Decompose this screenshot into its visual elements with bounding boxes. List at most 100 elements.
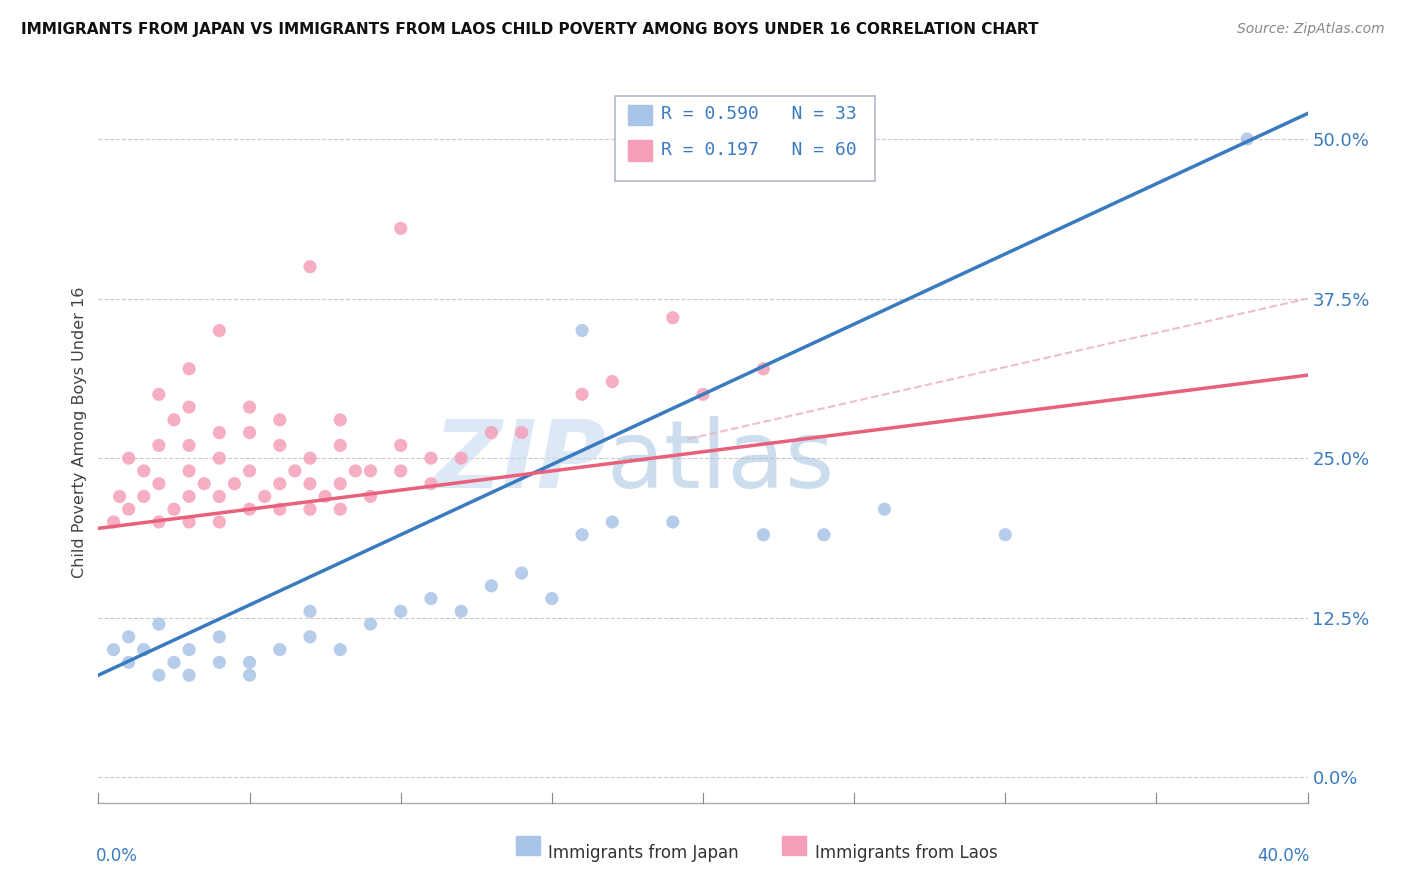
Point	[148, 515, 170, 529]
Point	[132, 642, 155, 657]
Text: Immigrants from Laos: Immigrants from Laos	[815, 844, 998, 863]
Point	[389, 221, 412, 235]
Point	[360, 490, 382, 504]
Text: R = 0.590   N = 33: R = 0.590 N = 33	[661, 105, 856, 123]
Point	[208, 490, 231, 504]
Point	[1236, 132, 1258, 146]
Point	[510, 425, 533, 440]
Point	[299, 604, 322, 618]
Point	[269, 413, 291, 427]
Point	[269, 438, 291, 452]
Point	[269, 502, 291, 516]
Point	[239, 464, 262, 478]
Point	[661, 310, 683, 325]
Point	[148, 438, 170, 452]
Point	[602, 515, 624, 529]
Point	[239, 425, 262, 440]
Text: IMMIGRANTS FROM JAPAN VS IMMIGRANTS FROM LAOS CHILD POVERTY AMONG BOYS UNDER 16 : IMMIGRANTS FROM JAPAN VS IMMIGRANTS FROM…	[21, 22, 1039, 37]
Text: atlas: atlas	[606, 417, 835, 508]
Point	[224, 476, 246, 491]
Point	[299, 502, 322, 516]
Point	[420, 591, 443, 606]
Point	[179, 515, 201, 529]
Point	[193, 476, 215, 491]
Point	[269, 476, 291, 491]
Point	[132, 464, 155, 478]
Point	[179, 438, 201, 452]
Point	[329, 438, 352, 452]
Point	[602, 375, 624, 389]
Bar	[782, 836, 806, 855]
Point	[208, 630, 231, 644]
Point	[118, 451, 141, 466]
Bar	[516, 836, 540, 855]
Point	[329, 642, 352, 657]
Point	[299, 476, 322, 491]
Point	[299, 630, 322, 644]
Text: 0.0%: 0.0%	[96, 847, 138, 865]
Point	[661, 515, 683, 529]
Point	[389, 464, 412, 478]
Point	[179, 642, 201, 657]
Point	[329, 502, 352, 516]
Point	[571, 387, 593, 401]
Point	[179, 361, 201, 376]
Point	[179, 400, 201, 414]
Point	[360, 617, 382, 632]
Point	[481, 579, 503, 593]
Point	[540, 591, 562, 606]
Bar	[628, 140, 652, 161]
Point	[179, 490, 201, 504]
Point	[329, 413, 352, 427]
Point	[389, 438, 412, 452]
Point	[208, 324, 231, 338]
Point	[389, 604, 412, 618]
Point	[269, 642, 291, 657]
Point	[208, 515, 231, 529]
Point	[510, 566, 533, 580]
Text: ZIP: ZIP	[433, 417, 606, 508]
Point	[132, 490, 155, 504]
Point	[571, 324, 593, 338]
Point	[299, 260, 322, 274]
Point	[208, 451, 231, 466]
Point	[118, 502, 141, 516]
Point	[239, 502, 262, 516]
Point	[450, 451, 472, 466]
Point	[813, 527, 835, 541]
Point	[692, 387, 714, 401]
Point	[118, 630, 141, 644]
Point	[179, 464, 201, 478]
Point	[344, 464, 367, 478]
Point	[148, 668, 170, 682]
Point	[148, 617, 170, 632]
Point	[420, 451, 443, 466]
Point	[420, 476, 443, 491]
Point	[118, 656, 141, 670]
Point	[108, 490, 131, 504]
Point	[329, 476, 352, 491]
Point	[360, 464, 382, 478]
Point	[239, 400, 262, 414]
Point	[163, 502, 186, 516]
Point	[163, 413, 186, 427]
Point	[873, 502, 896, 516]
Point	[239, 668, 262, 682]
Point	[450, 604, 472, 618]
Point	[179, 668, 201, 682]
Point	[481, 425, 503, 440]
Text: R = 0.197   N = 60: R = 0.197 N = 60	[661, 141, 856, 159]
Point	[208, 425, 231, 440]
Point	[148, 476, 170, 491]
FancyBboxPatch shape	[614, 95, 875, 181]
Point	[148, 387, 170, 401]
Text: Source: ZipAtlas.com: Source: ZipAtlas.com	[1237, 22, 1385, 37]
Point	[103, 515, 125, 529]
Point	[284, 464, 307, 478]
Point	[163, 656, 186, 670]
Point	[208, 656, 231, 670]
Point	[314, 490, 336, 504]
Bar	[628, 104, 652, 126]
Point	[299, 451, 322, 466]
Point	[239, 656, 262, 670]
